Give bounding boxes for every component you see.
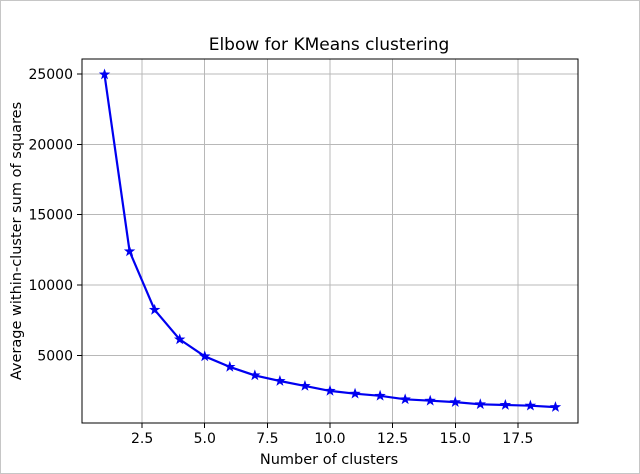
- tick-layer: 2.5 5.0 7.5 10.0 12.5 15.0 17.5 5000 10000 15000 2…: [28, 67, 533, 447]
- data-point-marker: [123, 245, 136, 257]
- x-tick-label: 2.5: [131, 431, 153, 447]
- x-axis-label: Number of clusters: [260, 452, 398, 468]
- grid-layer: [82, 59, 578, 423]
- data-point-marker: [173, 333, 186, 345]
- data-point-marker: [549, 401, 562, 412]
- data-point-marker: [399, 393, 411, 405]
- series-layer: [98, 68, 562, 412]
- data-point-marker: [374, 389, 386, 401]
- data-point-marker: [524, 399, 537, 411]
- x-tick-label: 5.0: [194, 431, 216, 447]
- data-point-marker: [349, 387, 361, 399]
- y-tick-label: 15000: [28, 208, 73, 224]
- data-point-marker: [274, 375, 286, 386]
- y-tick-label: 25000: [28, 67, 73, 83]
- data-point-marker: [424, 394, 436, 406]
- data-point-marker: [199, 350, 211, 362]
- y-axis-label: Average within-cluster sum of squares: [9, 102, 25, 380]
- data-point-marker: [449, 396, 461, 407]
- data-point-marker: [249, 369, 261, 381]
- x-tick-label: 15.0: [440, 431, 471, 447]
- chart-title: Elbow for KMeans clustering: [209, 35, 450, 55]
- data-point-marker: [474, 398, 487, 410]
- data-point-marker: [324, 384, 336, 396]
- plot-border: [81, 58, 579, 424]
- data-point-marker: [148, 303, 161, 315]
- x-tick-label: 17.5: [502, 431, 533, 447]
- data-point-marker: [299, 379, 311, 391]
- x-tick-label: 10.0: [314, 431, 345, 447]
- x-tick-label: 7.5: [256, 431, 278, 447]
- data-point-marker: [224, 360, 236, 372]
- y-tick-label: 10000: [28, 278, 73, 294]
- y-tick-label: 20000: [28, 137, 73, 153]
- x-tick-label: 12.5: [377, 431, 408, 447]
- data-point-marker: [98, 68, 111, 80]
- y-tick-label: 5000: [37, 349, 73, 365]
- plot-spines: [81, 58, 579, 424]
- data-point-marker: [499, 398, 512, 410]
